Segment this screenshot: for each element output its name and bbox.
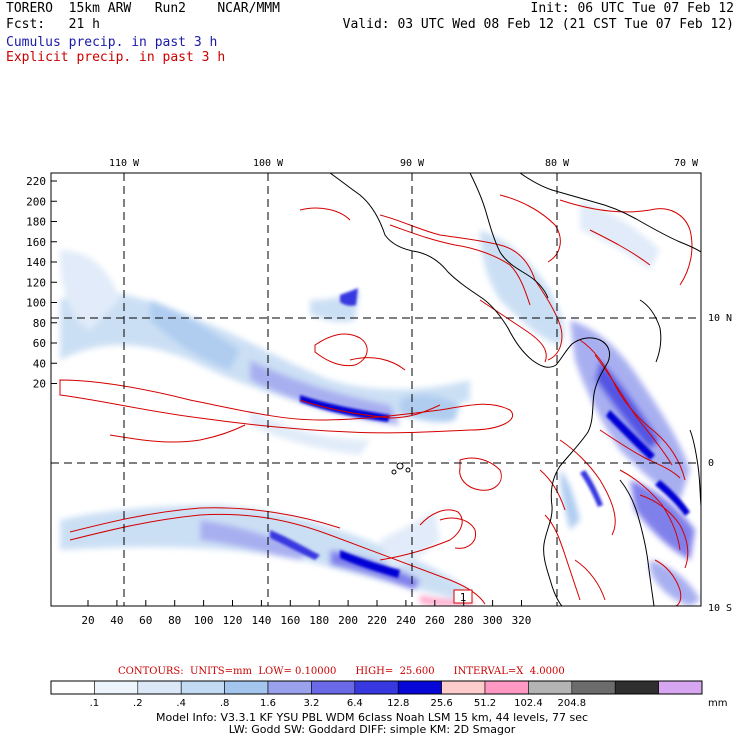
x-tick-label: 180 bbox=[309, 614, 329, 627]
cumulus-precip-shading bbox=[60, 200, 700, 606]
colorbar-label: 12.8 bbox=[387, 698, 409, 709]
x-tick-label: 280 bbox=[454, 614, 474, 627]
colorbar-cell bbox=[94, 680, 139, 695]
latitude-labels: 10 N 0 10 S bbox=[708, 313, 732, 614]
lon-label: 80 W bbox=[545, 158, 570, 169]
colorbar-label: 204.8 bbox=[557, 698, 586, 709]
valid-time: Valid: 03 UTC Wed 08 Feb 12 (21 CST Tue … bbox=[342, 17, 734, 32]
model-title: TORERO 15km ARW Run2 NCAR/MMM bbox=[6, 1, 280, 16]
colorbar-label: .4 bbox=[176, 698, 186, 709]
y-tick-label: 40 bbox=[33, 357, 46, 370]
colorbar-cell bbox=[614, 680, 659, 695]
legend-cumulus: Cumulus precip. in past 3 h bbox=[6, 35, 218, 50]
x-tick-label: 40 bbox=[110, 614, 123, 627]
lon-label: 100 W bbox=[253, 158, 284, 169]
colorbar-cell bbox=[658, 680, 703, 695]
colorbar-unit: mm bbox=[708, 698, 727, 709]
station-marker-label: 1 bbox=[460, 591, 467, 604]
y-tick-label: 200 bbox=[26, 195, 46, 208]
x-tick-label: 80 bbox=[168, 614, 181, 627]
colorbar-label: 51.2 bbox=[474, 698, 496, 709]
x-tick-label: 60 bbox=[139, 614, 152, 627]
init-time: Init: 06 UTC Tue 07 Feb 12 bbox=[530, 1, 735, 16]
colorbar-cell bbox=[484, 680, 529, 695]
x-tick-label: 200 bbox=[338, 614, 358, 627]
colorbar-label: 25.6 bbox=[430, 698, 452, 709]
forecast-hour: Fcst: 21 h bbox=[6, 17, 100, 32]
contour-info: CONTOURS: UNITS=mm LOW= 0.10000 HIGH= 25… bbox=[118, 666, 565, 677]
x-tick-label: 240 bbox=[396, 614, 416, 627]
lat-lon-grid bbox=[51, 173, 701, 606]
colorbar-cell bbox=[180, 680, 225, 695]
coastlines bbox=[329, 173, 701, 606]
colorbar-label: 102.4 bbox=[514, 698, 543, 709]
y-tick-label: 20 bbox=[33, 378, 46, 391]
colorbar: .1.2.4.8 1.6 3.2 6.4 12.8 25.6 51.2 102.4 204.8 … bbox=[50, 680, 727, 709]
x-tick-label: 140 bbox=[251, 614, 271, 627]
y-tick-label: 80 bbox=[33, 317, 46, 330]
colorbar-cell bbox=[224, 680, 269, 695]
lon-label: 70 W bbox=[674, 158, 699, 169]
colorbar-label: 1.6 bbox=[260, 698, 276, 709]
x-tick-label: 100 bbox=[194, 614, 214, 627]
colorbar-cell bbox=[528, 680, 573, 695]
lat-label: 10 S bbox=[708, 603, 732, 614]
x-tick-label: 220 bbox=[367, 614, 387, 627]
y-axis-ticks: 220 200 180 160 140 120 100 80 60 40 20 bbox=[26, 175, 57, 391]
x-tick-label: 160 bbox=[280, 614, 300, 627]
map-frame bbox=[50, 172, 702, 607]
colorbar-label: .8 bbox=[220, 698, 230, 709]
y-tick-label: 100 bbox=[26, 297, 46, 310]
colorbar-label: .1 bbox=[90, 698, 100, 709]
x-tick-label: 300 bbox=[483, 614, 503, 627]
x-tick-label: 260 bbox=[425, 614, 445, 627]
lat-label: 10 N bbox=[708, 313, 732, 324]
y-tick-label: 140 bbox=[26, 256, 46, 269]
y-tick-label: 180 bbox=[26, 216, 46, 229]
y-tick-label: 120 bbox=[26, 276, 46, 289]
lon-label: 90 W bbox=[400, 158, 425, 169]
y-tick-label: 60 bbox=[33, 337, 46, 350]
colorbar-cell bbox=[397, 680, 442, 695]
colorbar-label: 6.4 bbox=[347, 698, 363, 709]
model-info: Model Info: V3.3.1 KF YSU PBL WDM 6class… bbox=[72, 712, 672, 736]
colorbar-cell bbox=[267, 680, 312, 695]
station-marker-box bbox=[453, 589, 473, 604]
colorbar-cell bbox=[571, 680, 616, 695]
colorbar-cell bbox=[50, 680, 95, 695]
lon-label: 110 W bbox=[109, 158, 140, 169]
model-info-line2: LW: Godd SW: Goddard DIFF: simple KM: 2D… bbox=[228, 723, 516, 736]
legend-explicit: Explicit precip. in past 3 h bbox=[6, 50, 226, 65]
colorbar-label: 3.2 bbox=[303, 698, 319, 709]
colorbar-cell bbox=[311, 680, 356, 695]
colorbar-cell bbox=[137, 680, 182, 695]
model-info-line1: Model Info: V3.3.1 KF YSU PBL WDM 6class… bbox=[155, 711, 589, 724]
colorbar-cell bbox=[441, 680, 486, 695]
colorbar-label: .2 bbox=[133, 698, 143, 709]
explicit-precip-contours bbox=[59, 194, 693, 606]
x-axis-ticks: 20 40 60 80 100 120 140 160 180 200 220 240 260 280 30… bbox=[81, 600, 531, 627]
x-tick-label: 120 bbox=[223, 614, 243, 627]
x-tick-label: 320 bbox=[512, 614, 532, 627]
lat-label: 0 bbox=[708, 458, 714, 469]
longitude-labels: 110 W 100 W 90 W 80 W 70 W bbox=[109, 158, 699, 169]
y-tick-label: 160 bbox=[26, 236, 46, 249]
colorbar-cell bbox=[354, 680, 399, 695]
x-tick-label: 20 bbox=[81, 614, 94, 627]
y-tick-label: 220 bbox=[26, 175, 46, 188]
